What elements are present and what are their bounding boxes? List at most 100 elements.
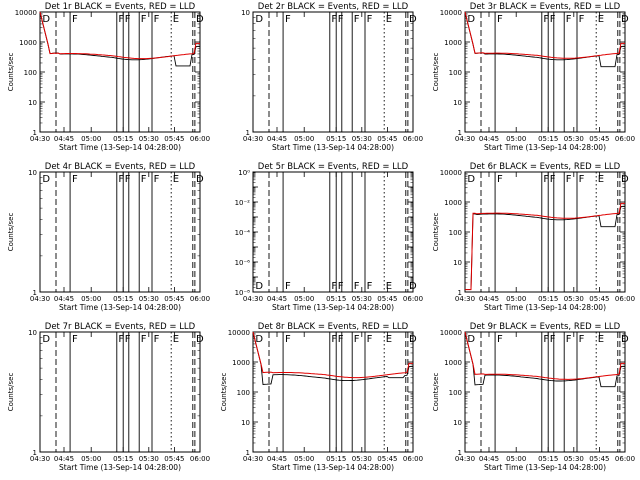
marker-letter: F (118, 174, 124, 185)
panel-title: Det 5r BLACK = Events, RED = LLD (258, 162, 409, 172)
y-tick-label: 10 (241, 9, 250, 17)
x-tick-label: 05:00 (506, 295, 526, 303)
panel-det-4: Det 4r BLACK = Events, RED = LLD 1 10 Count… (7, 162, 210, 312)
x-tick-label: 05:00 (81, 295, 101, 303)
lld-series-line (465, 202, 625, 291)
y-tick-label: 1 (246, 449, 250, 457)
plot-frame (39, 171, 201, 293)
marker-letter: E (598, 334, 604, 345)
marker-letter: D (409, 281, 417, 292)
x-tick-label: 05:45 (377, 135, 397, 143)
x-tick-label: 04:45 (479, 455, 499, 463)
marker-letter: F (497, 334, 503, 345)
marker-letter: D (255, 334, 263, 345)
marker-letter: D (467, 334, 475, 345)
x-axis-label: Start Time (13-Sep-14 04:28:00) (272, 143, 394, 152)
panel-title: Det 4r BLACK = Events, RED = LLD (45, 162, 196, 172)
events-series-line (465, 206, 625, 291)
x-axis-label: Start Time (13-Sep-14 04:28:00) (59, 303, 181, 312)
y-tick-label: 100 (449, 229, 462, 237)
x-tick-label: 05:30 (564, 455, 584, 463)
marker-letter: E (173, 14, 179, 25)
x-tick-label: 05:15 (326, 455, 346, 463)
panel-det-5: Det 5r BLACK = Events, RED = LLD 10⁻⁸ 10⁻⁶… (235, 162, 424, 312)
y-tick-label: 10 (28, 169, 37, 177)
x-tick-label: 05:15 (326, 135, 346, 143)
marker-letter: F (285, 281, 291, 292)
x-tick-label: 05:45 (377, 455, 397, 463)
x-tick-label: 06:00 (403, 135, 423, 143)
lld-series-line (252, 331, 413, 379)
panel-det-3: Det 3r BLACK = Events, RED = LLD 1 10 100 10… (432, 2, 635, 152)
panel-title: Det 8r BLACK = Events, RED = LLD (258, 322, 409, 332)
x-tick-label: 05:30 (139, 135, 159, 143)
x-axis-label: Start Time (13-Sep-14 04:28:00) (484, 463, 606, 472)
x-tick-label: 05:30 (352, 135, 372, 143)
y-tick-label: 1 (458, 449, 462, 457)
marker-letter: E (173, 334, 179, 345)
x-axis-label: Start Time (13-Sep-14 04:28:00) (484, 143, 606, 152)
y-tick-label: 1 (458, 129, 462, 137)
x-tick-label: 04:45 (479, 135, 499, 143)
marker-letter: D (621, 334, 629, 345)
x-tick-label: 05:30 (564, 135, 584, 143)
y-tick-label: 10⁻⁶ (235, 259, 251, 267)
y-tick-label: 100 (24, 69, 37, 77)
plot-frame (464, 331, 626, 453)
marker-letter: F (543, 14, 549, 25)
plot-frame (252, 11, 414, 133)
marker-letter: D (42, 174, 50, 185)
marker-letter: F (331, 334, 337, 345)
x-tick-label: 05:45 (164, 135, 184, 143)
marker-letter: F (367, 14, 373, 25)
x-axis-label: Start Time (13-Sep-14 04:28:00) (59, 143, 181, 152)
x-tick-label: 05:45 (589, 455, 609, 463)
x-tick-label: 05:45 (377, 295, 397, 303)
marker-letter: F (566, 14, 572, 25)
y-tick-label: 10 (28, 329, 37, 337)
marker-letter: E (386, 281, 392, 292)
x-tick-label: 05:15 (538, 135, 558, 143)
y-tick-label: 1000 (444, 199, 462, 207)
marker-letter: D (467, 14, 475, 25)
x-tick-label: 04:30 (455, 455, 475, 463)
marker-letter: D (621, 174, 629, 185)
x-axis-label: Start Time (13-Sep-14 04:28:00) (59, 463, 181, 472)
panel-title: Det 1r BLACK = Events, RED = LLD (45, 2, 196, 12)
marker-letter: F (154, 14, 160, 25)
y-tick-label: 10 (241, 419, 250, 427)
marker-letter: F (367, 281, 373, 292)
marker-letter: F (566, 334, 572, 345)
marker-letter: F (579, 14, 585, 25)
marker-letter: F (331, 281, 337, 292)
y-tick-label: 1000 (232, 359, 250, 367)
y-axis-label: Counts/sec (7, 53, 15, 92)
x-tick-label: 05:00 (294, 455, 314, 463)
x-tick-label: 04:30 (30, 295, 50, 303)
x-tick-label: 04:30 (243, 295, 263, 303)
marker-letter: E (386, 334, 392, 345)
plot-frame (39, 11, 201, 133)
marker-letter: F (338, 281, 344, 292)
panel-det-7: Det 7r BLACK = Events, RED = LLD 1 10 Count… (7, 322, 210, 472)
panel-title: Det 3r BLACK = Events, RED = LLD (470, 2, 621, 12)
plot-frame (252, 331, 414, 453)
y-tick-label: 1 (246, 129, 250, 137)
x-tick-label: 05:45 (164, 295, 184, 303)
marker-letter: F (566, 174, 572, 185)
x-tick-label: 06:00 (190, 455, 210, 463)
plot-frame (39, 331, 201, 453)
marker-letter: F (285, 334, 291, 345)
panel-title: Det 2r BLACK = Events, RED = LLD (258, 2, 409, 12)
x-tick-label: 06:00 (615, 135, 635, 143)
marker-letter: F (354, 334, 360, 345)
y-axis-label: Counts/sec (7, 213, 15, 252)
lld-series-line (39, 11, 200, 60)
x-tick-label: 06:00 (403, 295, 423, 303)
x-tick-label: 05:30 (352, 455, 372, 463)
marker-letter: F (72, 174, 78, 185)
plot-frame (464, 171, 626, 293)
marker-letter: D (196, 334, 204, 345)
x-tick-label: 04:30 (455, 295, 475, 303)
